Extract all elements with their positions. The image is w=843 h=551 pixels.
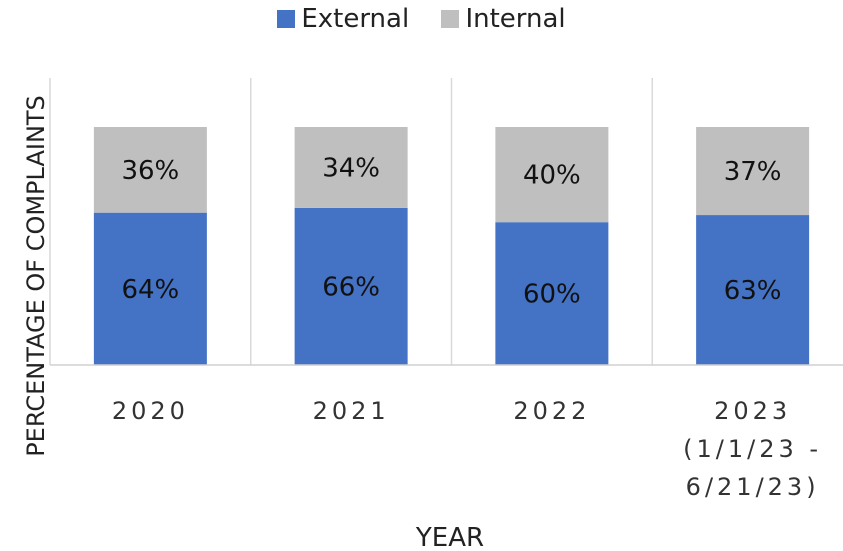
data-label-internal-3: 40% xyxy=(523,161,581,191)
x-axis-label: YEAR xyxy=(415,523,484,551)
data-label-internal-4: 37% xyxy=(724,157,782,187)
x-tick-label-1-line-1: 2020 xyxy=(112,397,189,425)
bar-external-1 xyxy=(93,212,207,365)
data-label-external-1: 64% xyxy=(121,275,179,305)
chart-legend: External Internal xyxy=(0,4,843,35)
category-separators xyxy=(49,78,653,365)
x-tick-label-group: 2020 2021 2022 2023 (1/1/23 - 6/21/23) xyxy=(112,397,822,501)
data-label-external-4: 63% xyxy=(724,276,782,306)
legend-swatch-internal xyxy=(441,10,460,28)
x-tick-label-4-line-1: 2023 xyxy=(714,397,791,425)
data-label-internal-1: 36% xyxy=(121,156,179,186)
legend-item-external: External xyxy=(277,4,409,34)
data-label-external-2: 66% xyxy=(322,272,380,302)
data-label-external-3: 60% xyxy=(523,280,581,310)
legend-label-internal: Internal xyxy=(465,4,566,34)
bar-group xyxy=(93,127,810,365)
bar-external-2 xyxy=(294,207,408,365)
bar-external-4 xyxy=(696,215,810,365)
x-tick-label-3-line-1: 2022 xyxy=(513,397,590,425)
data-label-internal-2: 34% xyxy=(322,153,380,183)
x-tick-label-2-line-1: 2021 xyxy=(313,397,390,425)
data-label-group: 64% 36% 66% 34% 60% 40% 63% 37% xyxy=(121,153,781,309)
bar-internal-4 xyxy=(696,127,810,216)
bar-external-3 xyxy=(495,222,609,365)
bar-internal-1 xyxy=(93,127,207,213)
legend-item-internal: Internal xyxy=(441,4,566,34)
x-tick-label-4-line-3: 6/21/23) xyxy=(686,473,820,501)
legend-swatch-external xyxy=(277,10,296,28)
y-axis-label: PERCENTAGE OF COMPLAINTS xyxy=(22,95,50,457)
legend-label-external: External xyxy=(301,4,410,34)
bar-internal-3 xyxy=(495,127,609,223)
bar-internal-2 xyxy=(294,127,408,208)
x-tick-label-4-line-2: (1/1/23 - xyxy=(683,435,822,463)
